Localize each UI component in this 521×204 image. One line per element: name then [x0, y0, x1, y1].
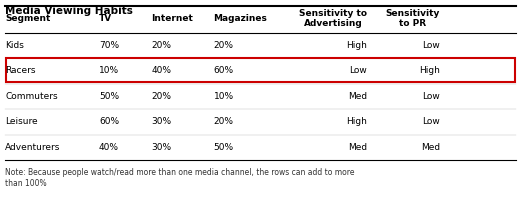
Text: 10%: 10% [99, 66, 119, 75]
Text: High: High [346, 41, 367, 50]
Text: Segment: Segment [5, 14, 51, 23]
Text: Sensitivity to
Advertising: Sensitivity to Advertising [299, 9, 367, 28]
Text: 40%: 40% [151, 66, 171, 75]
Text: 30%: 30% [151, 117, 171, 126]
Text: 40%: 40% [99, 143, 119, 152]
Text: TV: TV [99, 14, 112, 23]
Text: Commuters: Commuters [5, 92, 58, 101]
Text: Internet: Internet [151, 14, 193, 23]
Text: Low: Low [350, 66, 367, 75]
Text: High: High [346, 117, 367, 126]
Text: Kids: Kids [5, 41, 24, 50]
Text: 10%: 10% [214, 92, 234, 101]
Text: 20%: 20% [151, 41, 171, 50]
Text: Med: Med [421, 143, 440, 152]
Text: Low: Low [423, 41, 440, 50]
Text: Low: Low [423, 117, 440, 126]
Text: 20%: 20% [214, 41, 233, 50]
Text: Med: Med [348, 143, 367, 152]
Text: Racers: Racers [5, 66, 36, 75]
Text: 60%: 60% [214, 66, 234, 75]
Text: Magazines: Magazines [214, 14, 267, 23]
Text: Media Viewing Habits: Media Viewing Habits [5, 6, 133, 16]
Text: Low: Low [423, 92, 440, 101]
Text: Leisure: Leisure [5, 117, 38, 126]
Text: Note: Because people watch/read more than one media channel, the rows can add to: Note: Because people watch/read more tha… [5, 168, 355, 188]
Text: 30%: 30% [151, 143, 171, 152]
Text: Adventurers: Adventurers [5, 143, 60, 152]
Text: 50%: 50% [99, 92, 119, 101]
Text: 60%: 60% [99, 117, 119, 126]
Text: Med: Med [348, 92, 367, 101]
Text: 70%: 70% [99, 41, 119, 50]
Text: Sensitivity
to PR: Sensitivity to PR [386, 9, 440, 28]
Text: 20%: 20% [214, 117, 233, 126]
Text: 20%: 20% [151, 92, 171, 101]
Text: 50%: 50% [214, 143, 234, 152]
Text: High: High [419, 66, 440, 75]
